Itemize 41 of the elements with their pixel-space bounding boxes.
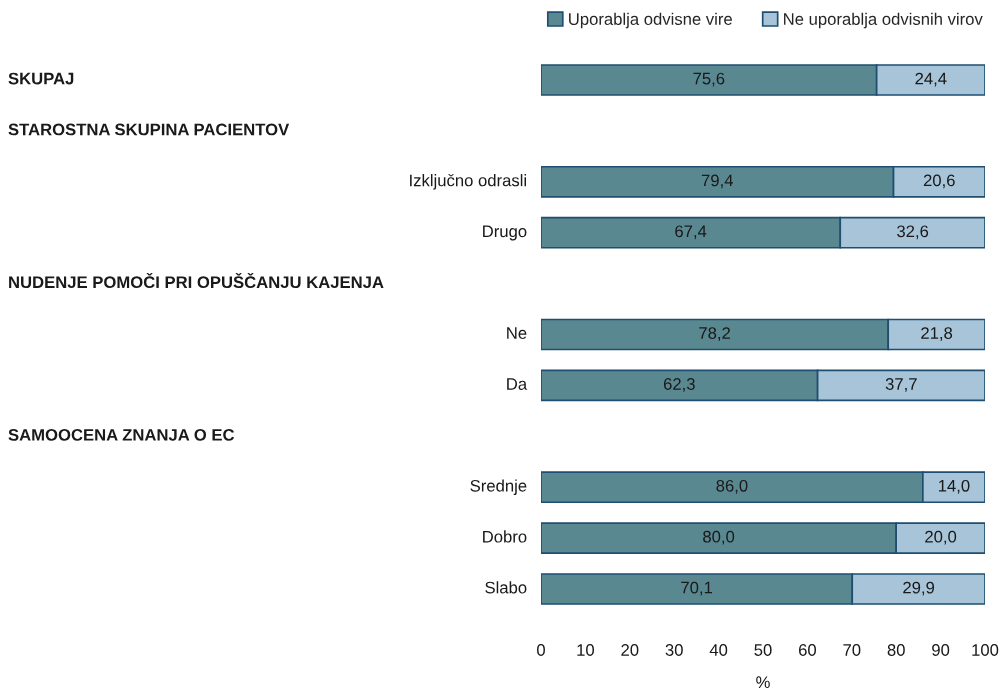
text: STAROSTNA SKUPINA PACIENTOV: [8, 123, 290, 136]
data-label: 79,4: [701, 174, 733, 189]
data-label: 80,0: [703, 530, 735, 545]
data-label: 24,4: [915, 72, 947, 87]
x-tick-label: 80: [887, 644, 905, 656]
y-tick-label: Da: [507, 378, 528, 390]
x-tick-label: 10: [577, 644, 595, 656]
data-label: 14,0: [938, 479, 970, 494]
y-tick-label: Srednje: [470, 479, 527, 495]
x-tick-label: 70: [843, 644, 861, 656]
data-label: 20,6: [923, 174, 955, 189]
text: NUDENJE POMOČI PRI OPUŠČANJU KAJENJA: [9, 272, 384, 289]
x-tick-label: 100: [972, 644, 999, 656]
x-tick-label: 90: [932, 644, 950, 656]
text: SKUPAJ: [8, 72, 74, 85]
data-label: 29,9: [903, 581, 935, 596]
x-tick-label: 60: [798, 644, 817, 656]
data-label: 86,0: [716, 479, 748, 494]
data-label: 32,6: [897, 225, 929, 240]
x-tick-label: 30: [665, 644, 683, 656]
data-label: 70,1: [681, 581, 713, 596]
text: SAMOOCENA ZNANJA O EC: [8, 428, 235, 441]
y-tick-label: Ne: [507, 327, 527, 339]
y-tick-label: Izključno odrasli: [410, 174, 526, 190]
data-label: 20,0: [925, 530, 957, 545]
data-label: 62,3: [663, 378, 695, 392]
y-tick-label: Dobro: [483, 530, 527, 543]
x-axis-title: %: [756, 676, 770, 689]
data-label: 67,4: [675, 225, 707, 240]
x-tick-label: 20: [621, 644, 639, 656]
data-label: 21,8: [921, 327, 953, 341]
x-tick-label: 40: [709, 644, 728, 656]
data-label: 78,2: [699, 327, 730, 341]
data-label: 75,6: [693, 72, 725, 87]
legend-label: Ne uporablja odvisnih virov: [784, 12, 983, 29]
x-tick-label: 50: [754, 644, 772, 656]
x-tick-label: 0: [537, 644, 545, 656]
y-tick-label: Slabo: [485, 581, 527, 594]
data-label: 37,7: [885, 378, 917, 392]
y-tick-label: Drugo: [483, 225, 527, 241]
legend-label: Uporablja odvisne vire: [569, 12, 732, 29]
